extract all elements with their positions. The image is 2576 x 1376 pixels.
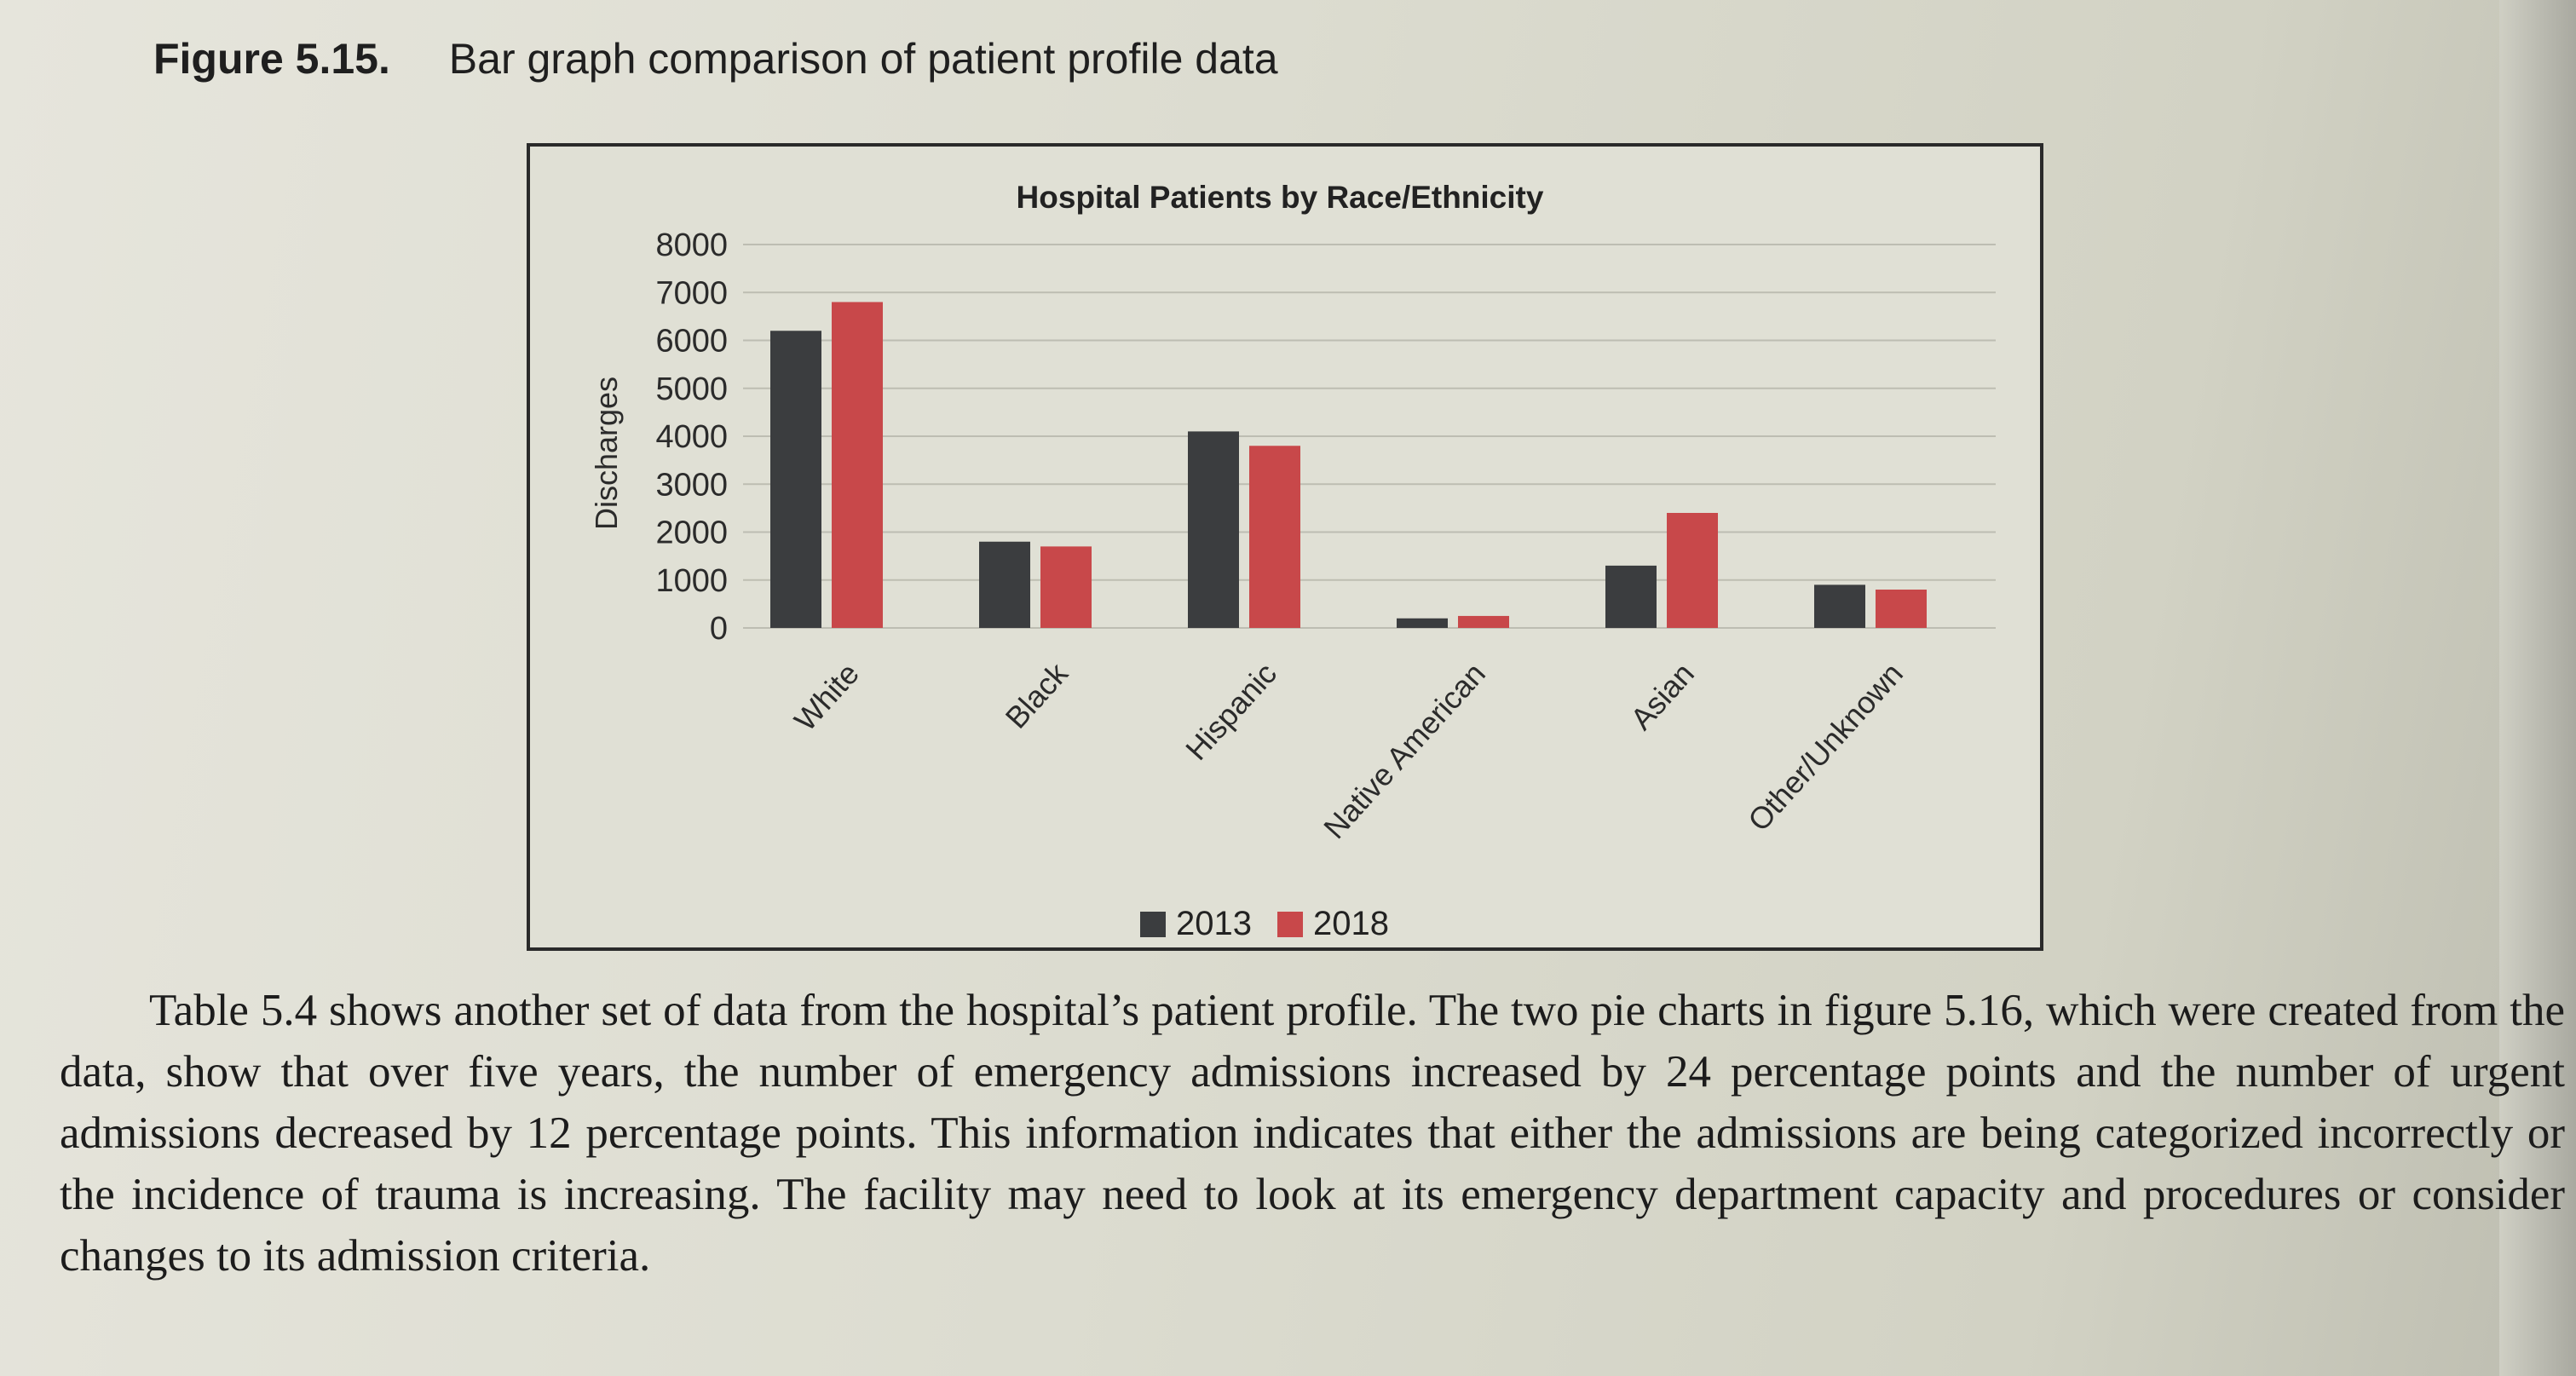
y-tick-label-2000: 2000	[655, 515, 728, 551]
figure-title: Bar graph comparison of patient profile …	[448, 35, 1278, 83]
x-tick-label-white: White	[787, 656, 866, 738]
x-tick-label-other-unknown: Other/Unknown	[1741, 656, 1910, 838]
legend-item-2018: 2018	[1276, 905, 1389, 943]
y-tick-label-0: 0	[710, 611, 728, 647]
body-paragraph: Table 5.4 shows another set of data from…	[60, 980, 2565, 1287]
legend-swatch-2013	[1140, 911, 1166, 937]
y-tick-label-1000: 1000	[655, 563, 728, 599]
figure-caption: Figure 5.15. Bar graph comparison of pat…	[153, 34, 1278, 83]
paragraph-text: Table 5.4 shows another set of data from…	[60, 986, 2565, 1281]
x-tick-label-black: Black	[999, 655, 1075, 735]
bar-other-unknown-2013	[1814, 584, 1865, 628]
bar-white-2018	[832, 302, 883, 628]
y-tick-label-6000: 6000	[655, 324, 728, 360]
x-tick-label-hispanic: Hispanic	[1179, 656, 1283, 767]
x-tick-label-asian: Asian	[1623, 656, 1701, 736]
legend-swatch-2018	[1276, 911, 1303, 937]
y-axis-label: Discharges	[589, 377, 624, 530]
bar-other-unknown-2018	[1876, 590, 1927, 628]
y-tick-label-8000: 8000	[655, 227, 728, 263]
bar-black-2013	[979, 541, 1030, 628]
legend-label-2013: 2013	[1176, 905, 1252, 942]
legend-item-2013: 2013	[1140, 905, 1252, 943]
bar-chart: Hospital Patients by Race/Ethnicity 0 1000…	[589, 180, 1996, 845]
figure-label: Figure 5.15.	[153, 35, 390, 83]
bar-native-american-2018	[1458, 615, 1509, 628]
legend-label-2018: 2018	[1312, 905, 1389, 942]
chart-container: Hospital Patients by Race/Ethnicity 0 1000…	[527, 143, 2043, 951]
bar-hispanic-2018	[1249, 446, 1300, 628]
bar-hispanic-2013	[1188, 431, 1239, 628]
chart-title: Hospital Patients by Race/Ethnicity	[1017, 180, 1544, 215]
bar-native-american-2013	[1397, 618, 1448, 628]
x-tick-label-native-american: Native American	[1317, 656, 1492, 845]
page-edge	[2499, 0, 2576, 1376]
y-tick-label-5000: 5000	[655, 371, 728, 407]
y-tick-label-7000: 7000	[655, 275, 728, 311]
bar-asian-2018	[1667, 513, 1718, 628]
bar-white-2013	[770, 331, 821, 628]
bar-black-2018	[1040, 546, 1092, 628]
bar-asian-2013	[1605, 565, 1657, 628]
y-tick-label-4000: 4000	[655, 419, 728, 455]
chart-legend: 2013 2018	[1140, 905, 1415, 943]
y-tick-label-3000: 3000	[655, 467, 728, 503]
